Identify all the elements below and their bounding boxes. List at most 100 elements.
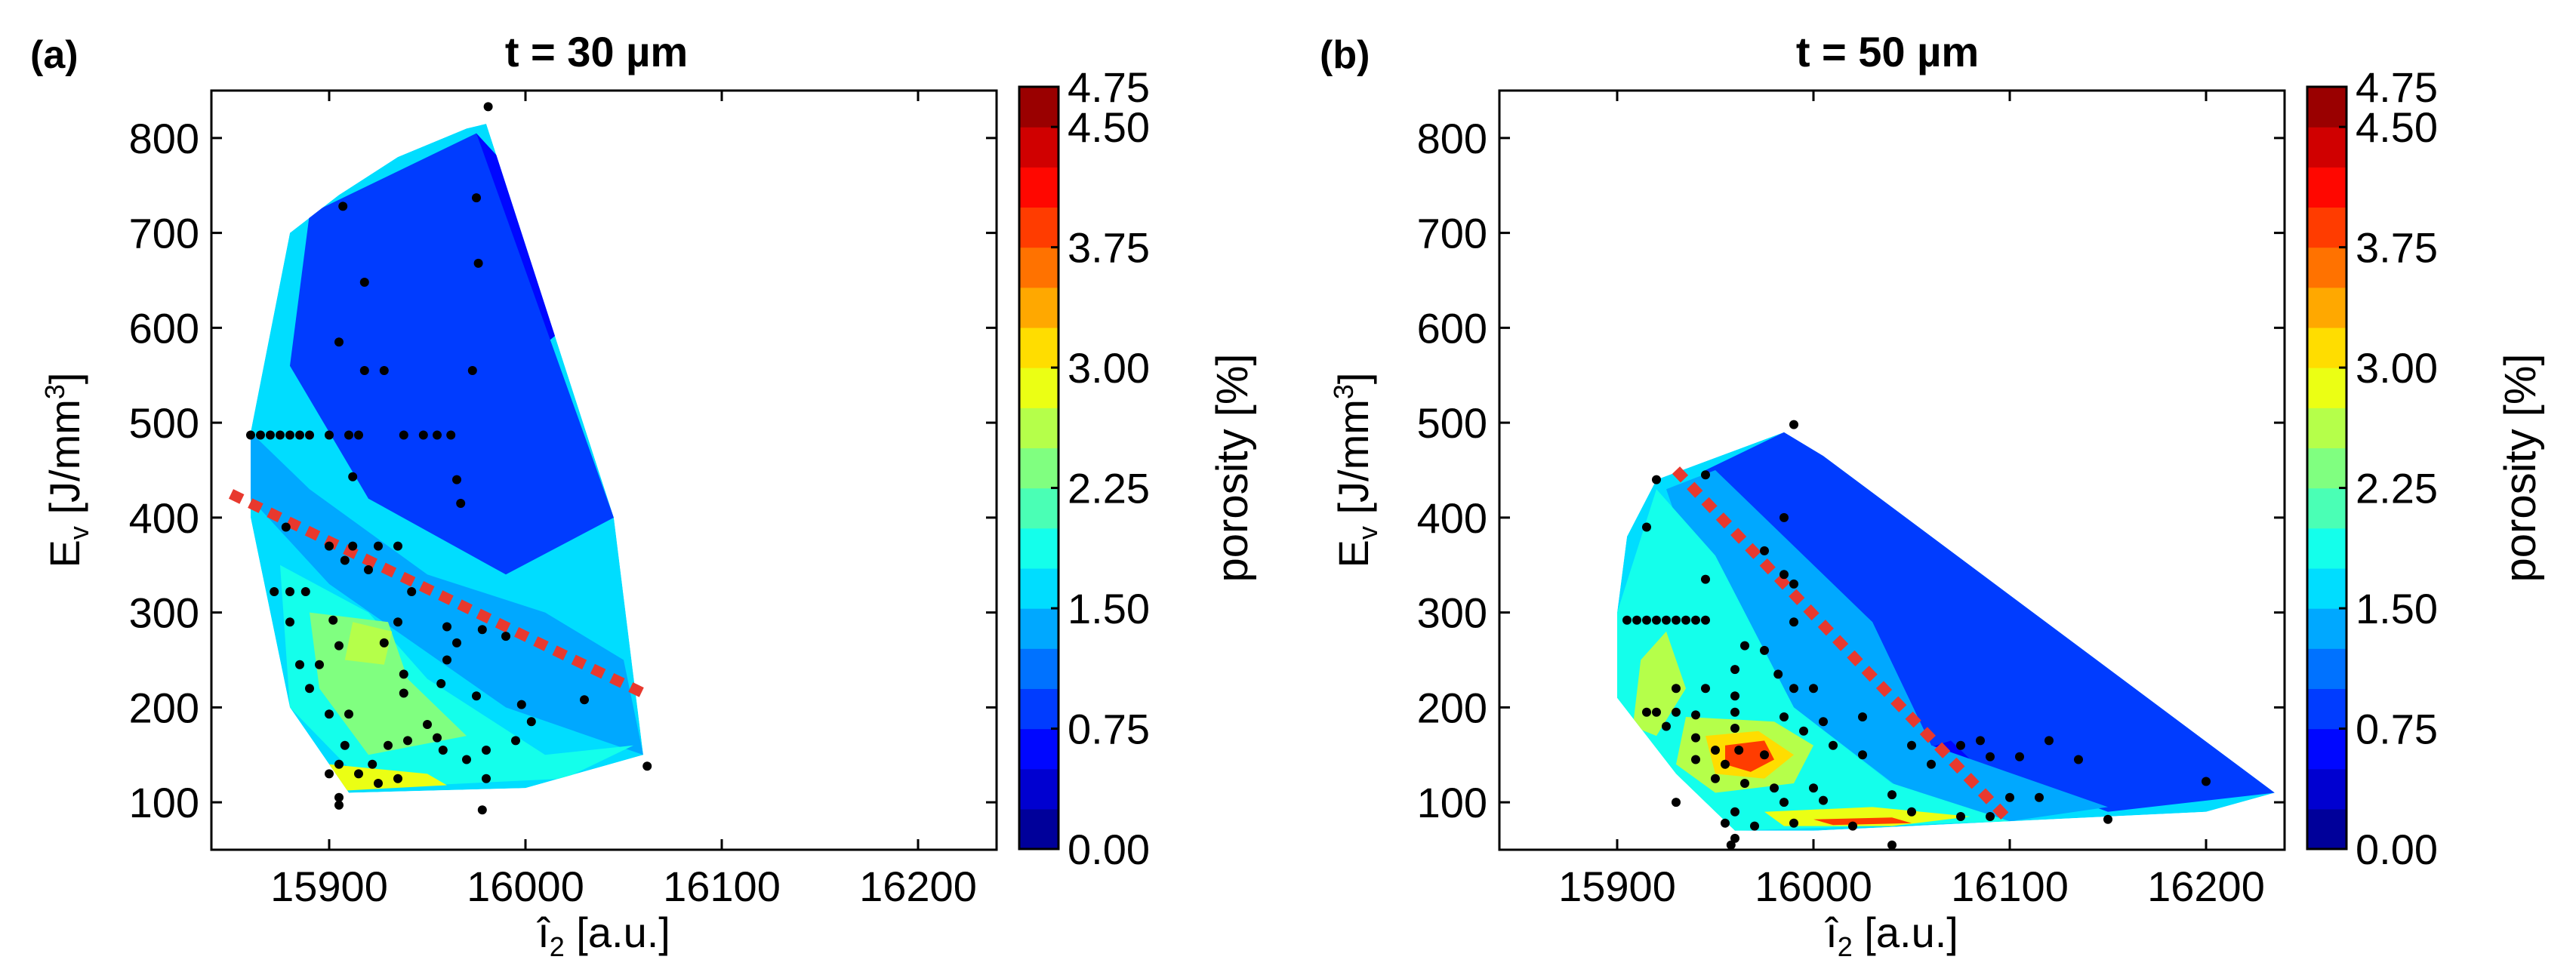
data-point: [2005, 792, 2014, 802]
data-point: [359, 278, 369, 287]
data-point: [1662, 721, 1671, 731]
data-point: [285, 617, 294, 627]
chart-title: t = 30 µm: [505, 28, 688, 75]
data-point: [340, 555, 350, 565]
data-point: [334, 337, 344, 347]
colorbar-band: [1019, 568, 1058, 609]
data-point: [1760, 750, 1769, 760]
data-point: [483, 102, 493, 112]
data-point: [1779, 512, 1789, 522]
data-point: [1701, 470, 1710, 480]
colorbar-band: [2307, 408, 2346, 449]
colorbar-band: [2307, 768, 2346, 810]
data-point: [393, 617, 402, 627]
data-point: [359, 366, 369, 375]
data-point: [1770, 783, 1779, 793]
colorbar-band: [1019, 608, 1058, 649]
colorbar-tick-label: 4.75: [2356, 63, 2438, 111]
data-point: [1730, 691, 1739, 701]
data-point: [338, 201, 348, 211]
data-point: [442, 622, 451, 632]
data-point: [433, 733, 442, 743]
colorbar-band: [1019, 368, 1058, 408]
colorbar-band: [1019, 247, 1058, 288]
data-point: [511, 736, 520, 746]
data-point: [348, 541, 358, 551]
colorbar-band: [1019, 87, 1058, 128]
data-point: [300, 587, 310, 596]
x-tick-label: 16000: [467, 863, 584, 910]
data-point: [1789, 818, 1798, 828]
colorbar-band: [1019, 127, 1058, 168]
data-point: [467, 366, 477, 375]
colorbar-band: [1019, 287, 1058, 328]
plot-area: [228, 102, 652, 815]
colorbar-band: [2307, 448, 2346, 489]
colorbar-tick-label: 3.00: [2356, 344, 2438, 392]
data-point: [266, 430, 275, 440]
data-point: [364, 565, 373, 574]
data-point: [2035, 792, 2044, 802]
y-tick-label: 200: [129, 684, 199, 731]
data-point: [305, 684, 314, 694]
data-point: [354, 430, 363, 440]
data-point: [285, 587, 294, 596]
data-point: [2074, 755, 2083, 764]
colorbar-tick-label: 2.25: [2356, 465, 2438, 512]
colorbar-band: [2307, 728, 2346, 770]
colorbar-tick-label: 3.75: [1068, 224, 1150, 272]
data-point: [1730, 833, 1739, 843]
data-point: [1730, 724, 1739, 733]
data-point: [1750, 821, 1759, 831]
data-point: [438, 746, 448, 755]
data-point: [354, 769, 363, 779]
colorbar-band: [2307, 207, 2346, 248]
data-point: [1779, 798, 1789, 807]
data-point: [399, 669, 408, 679]
data-point: [348, 472, 358, 481]
data-point: [379, 366, 389, 375]
data-point: [1642, 615, 1651, 625]
data-point: [368, 759, 377, 769]
data-point: [334, 792, 344, 802]
x-axis-label: î2 [a.u.]: [1824, 909, 1958, 962]
plot-area: [1617, 420, 2275, 850]
colorbar-band: [2307, 488, 2346, 529]
colorbar-band: [2307, 688, 2346, 730]
data-point: [1622, 615, 1632, 625]
data-point: [315, 660, 324, 669]
data-point: [1721, 759, 1730, 769]
data-point: [472, 691, 481, 701]
data-point: [526, 717, 536, 727]
data-point: [399, 688, 408, 698]
data-point: [1956, 812, 1965, 821]
data-point: [1829, 740, 1838, 750]
chart-title: t = 50 µm: [1796, 28, 1979, 75]
colorbar-band: [1019, 808, 1058, 850]
data-point: [1730, 807, 1739, 817]
data-point: [1819, 795, 1828, 805]
x-tick-label: 15900: [1558, 863, 1676, 910]
data-point: [399, 430, 408, 440]
data-point: [477, 625, 487, 635]
colorbar-band: [1019, 488, 1058, 529]
data-point: [1672, 684, 1681, 694]
y-axis-label: Ev [J/mm3]: [1328, 373, 1383, 568]
data-point: [1986, 812, 1995, 821]
data-point: [1711, 774, 1720, 783]
colorbar-band: [1019, 768, 1058, 810]
data-point: [1789, 579, 1798, 589]
y-tick-label: 700: [1417, 210, 1487, 257]
data-point: [393, 774, 402, 783]
data-point: [1726, 840, 1736, 850]
data-point: [270, 587, 279, 596]
data-point: [442, 655, 451, 665]
data-point: [325, 430, 334, 440]
data-point: [1809, 684, 1818, 694]
data-point: [2015, 752, 2024, 761]
data-point: [325, 709, 334, 719]
y-tick-label: 600: [129, 304, 199, 352]
data-point: [1789, 420, 1798, 429]
colorbar: 0.00 0.75 1.50 2.25 3.00 3.75 4.504.75 porosity…: [1018, 63, 1257, 873]
